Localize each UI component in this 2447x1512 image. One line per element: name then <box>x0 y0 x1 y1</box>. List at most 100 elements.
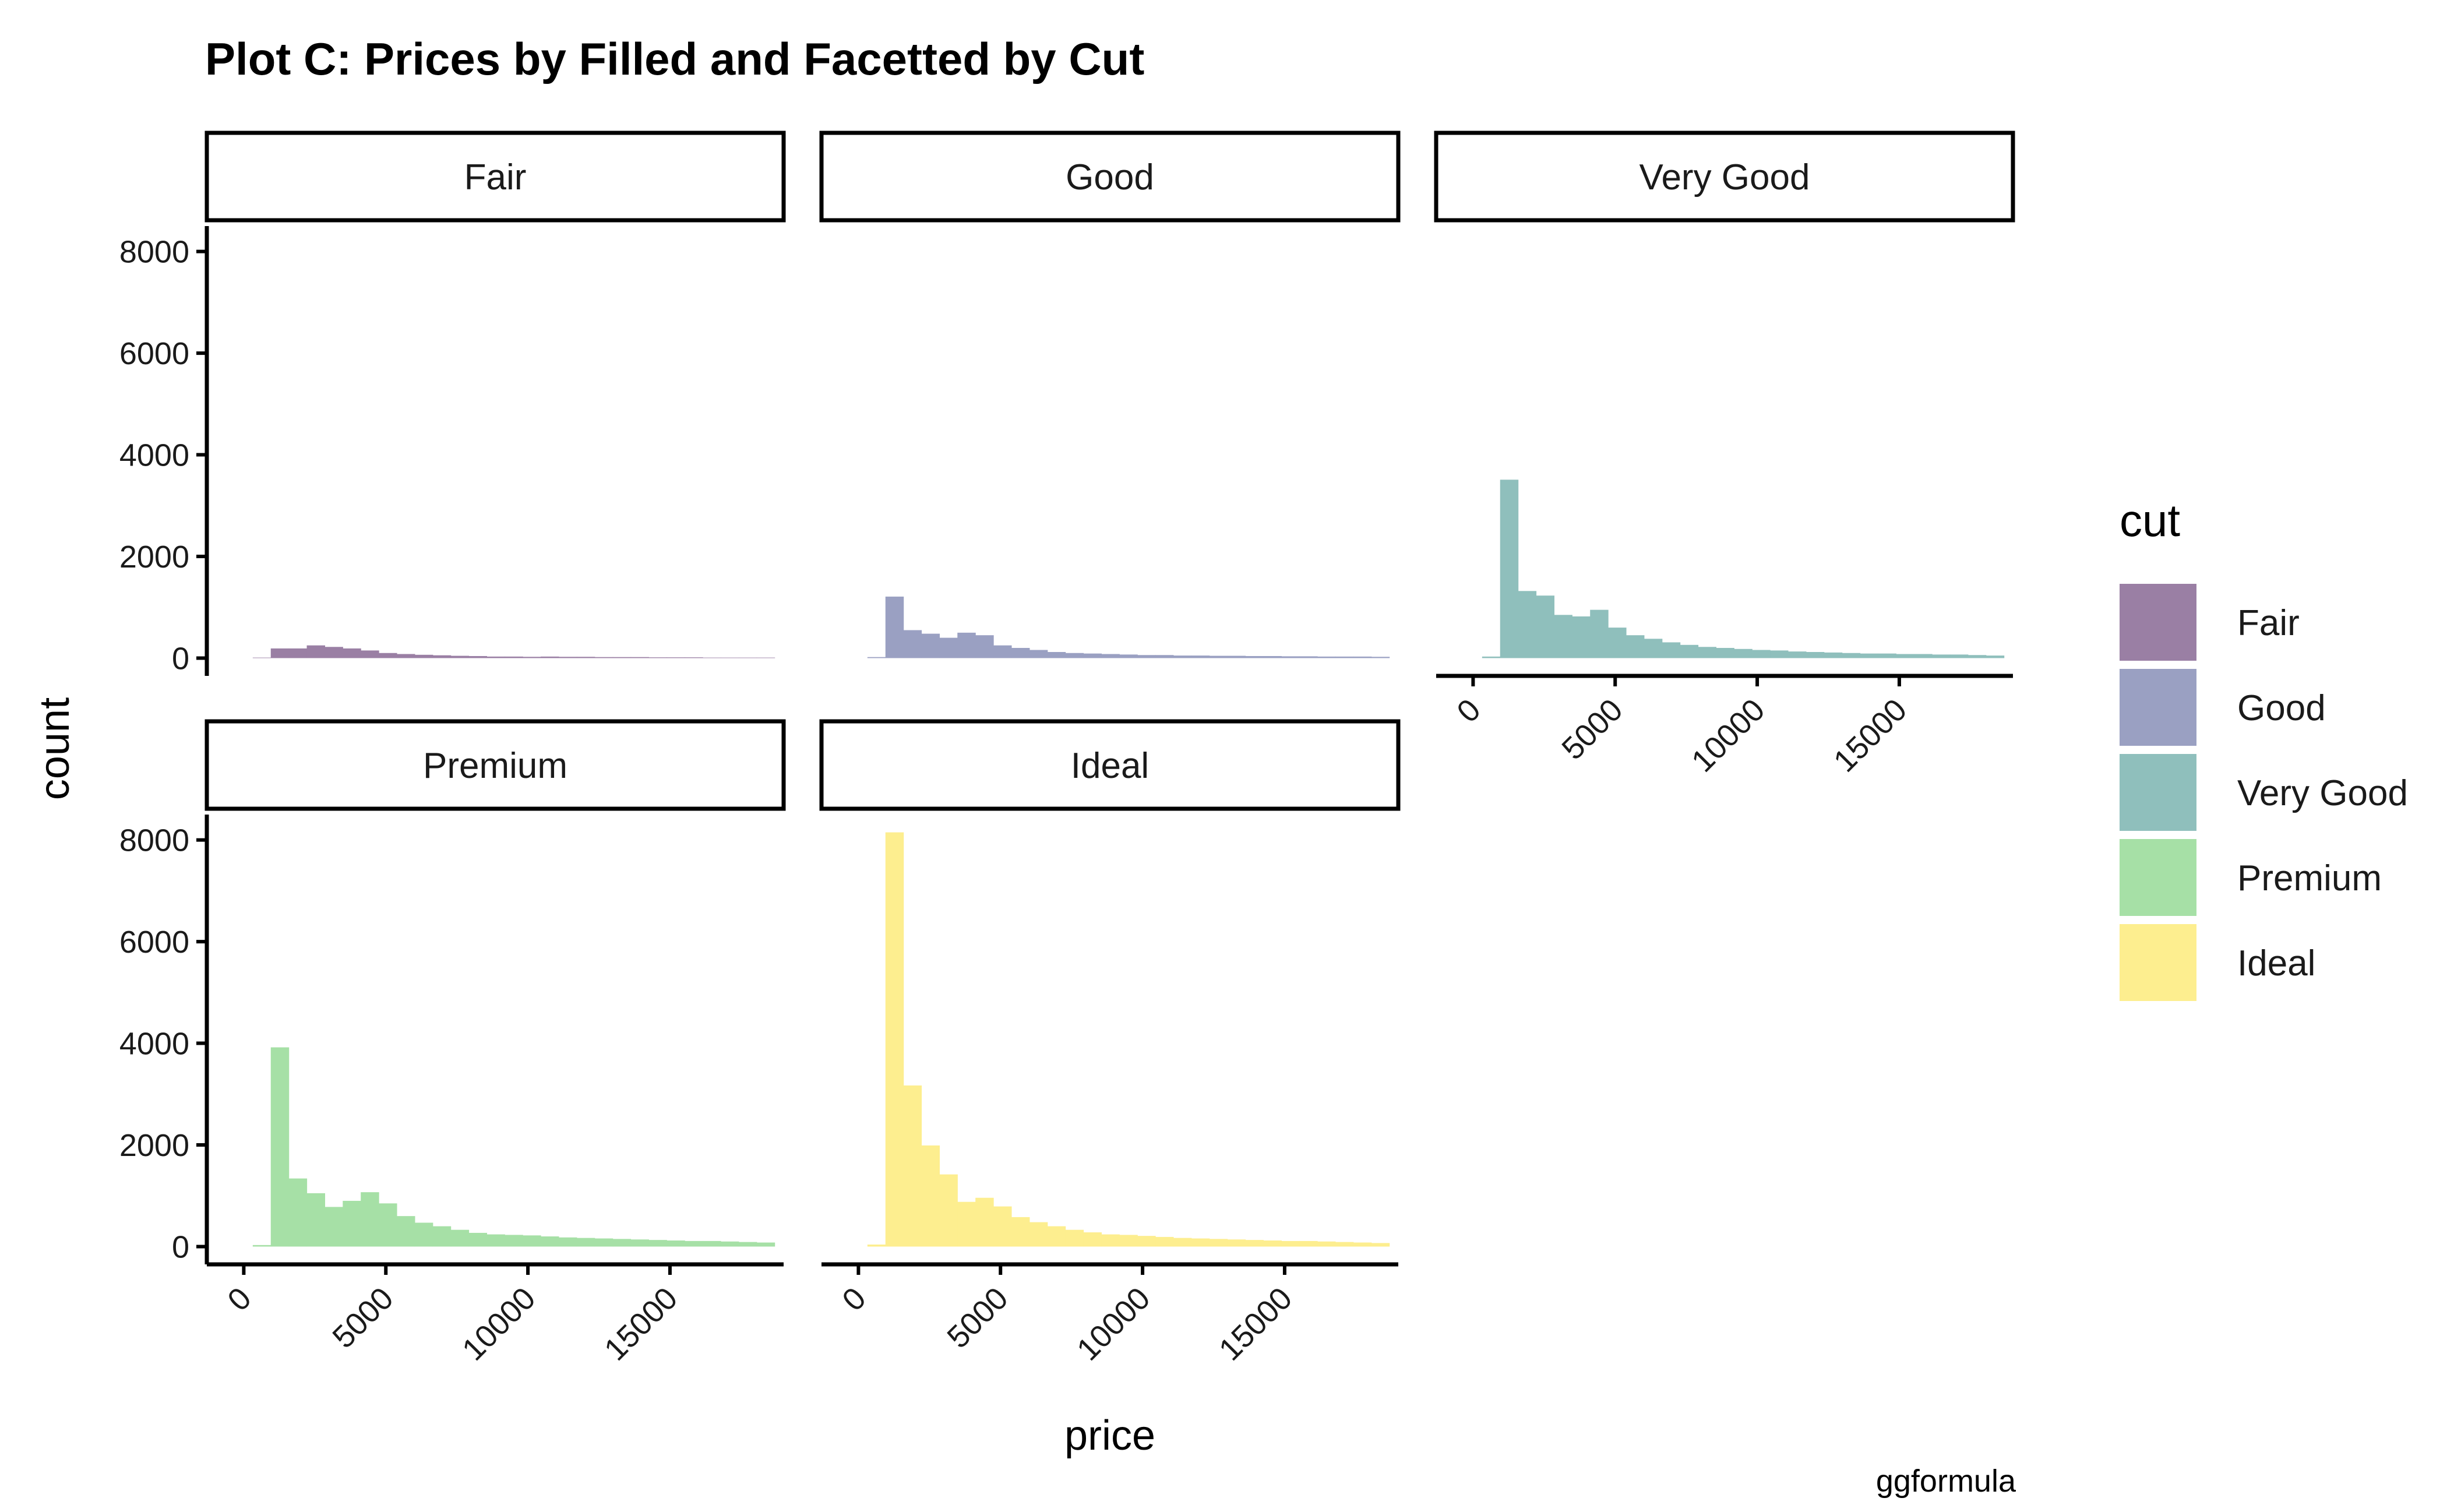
bar-premium <box>379 1203 397 1247</box>
bar-premium <box>630 1239 649 1247</box>
bar-good <box>939 637 958 658</box>
bar-very-good <box>1572 616 1591 658</box>
bar-ideal <box>921 1145 940 1247</box>
bar-ideal <box>1209 1239 1228 1247</box>
strip-box-very-good <box>1434 131 2015 223</box>
bar-fair <box>432 655 452 658</box>
bar-very-good <box>1626 635 1645 658</box>
bar-premium <box>738 1242 757 1247</box>
bar-good <box>1173 655 1192 658</box>
legend-item-very-good: Very Good <box>2120 754 2408 831</box>
bar-good <box>1065 653 1084 658</box>
bar-very-good <box>1698 647 1716 658</box>
bar-fair <box>396 654 415 658</box>
bar-premium <box>252 1245 272 1247</box>
legend-label-very-good: Very Good <box>2237 773 2408 813</box>
bar-ideal <box>1263 1240 1282 1247</box>
bar-fair <box>486 656 505 658</box>
bar-premium <box>414 1222 433 1247</box>
bar-ideal <box>867 1244 886 1247</box>
facet-panels: Fair 0 2000 4000 6000 8000 Good Very Good 0 5000 1… <box>119 131 2015 1368</box>
strip-box-premium <box>204 719 786 811</box>
bar-premium <box>612 1239 632 1247</box>
bar-very-good <box>1986 655 2005 658</box>
bar-fair <box>288 648 308 658</box>
bar-good <box>993 645 1012 658</box>
bar-ideal <box>1281 1240 1300 1247</box>
bar-ideal <box>1227 1239 1246 1247</box>
bar-very-good <box>1644 639 1663 658</box>
strip-box-good <box>819 131 1401 223</box>
bar-very-good <box>1824 652 1843 658</box>
bar-fair <box>343 648 361 658</box>
bar-premium <box>396 1216 415 1247</box>
bar-premium <box>325 1207 343 1247</box>
x-tick-label-premium: 10000 <box>456 1281 542 1368</box>
bar-premium <box>468 1232 487 1247</box>
bar-ideal <box>1245 1240 1264 1247</box>
bar-ideal <box>1119 1235 1138 1247</box>
legend-label-good: Good <box>2237 688 2326 728</box>
legend-item-ideal: Ideal <box>2120 924 2315 1001</box>
bar-ideal <box>1173 1238 1192 1247</box>
bar-premium <box>594 1238 613 1247</box>
bars-premium <box>252 1047 775 1247</box>
strip-box-ideal <box>819 719 1401 811</box>
legend-title: cut <box>2120 495 2180 546</box>
bar-fair <box>468 655 487 658</box>
legend-swatch-premium <box>2120 839 2196 916</box>
bar-good <box>1353 656 1372 658</box>
bar-fair <box>414 654 433 658</box>
bar-good <box>1245 655 1264 658</box>
y-tick-label-premium: 0 <box>172 1229 189 1264</box>
bar-very-good <box>1752 650 1771 658</box>
strip-label-premium: Premium <box>423 746 567 786</box>
bar-fair <box>450 655 470 658</box>
bar-very-good <box>1662 642 1681 658</box>
bar-ideal <box>975 1197 994 1247</box>
bar-good <box>1371 657 1390 658</box>
chart-title: Plot C: Prices by Filled and Facetted by… <box>205 33 1144 84</box>
bar-ideal <box>939 1174 958 1247</box>
bar-fair <box>361 650 379 658</box>
bar-ideal <box>903 1085 922 1247</box>
x-tick-label-ideal: 5000 <box>940 1281 1014 1355</box>
bar-ideal <box>1065 1229 1084 1247</box>
x-tick-label-very-good: 0 <box>1450 692 1487 729</box>
bars-fair <box>252 645 775 658</box>
strip-box-fair <box>204 131 786 223</box>
legend-item-fair: Fair <box>2120 584 2300 661</box>
bar-premium <box>667 1240 685 1247</box>
bar-very-good <box>1554 615 1572 658</box>
x-tick-label-very-good: 15000 <box>1827 692 1914 779</box>
bars-very-good <box>1482 480 2005 658</box>
bar-fair <box>594 657 613 658</box>
legend-item-good: Good <box>2120 669 2326 746</box>
x-tick-label-ideal: 0 <box>835 1281 873 1318</box>
bar-ideal <box>1353 1242 1372 1247</box>
legend-swatch-fair <box>2120 584 2196 661</box>
x-tick-label-premium: 15000 <box>598 1281 685 1368</box>
bar-premium <box>720 1241 739 1247</box>
bar-premium <box>523 1235 541 1247</box>
bar-premium <box>541 1236 559 1247</box>
bar-fair <box>576 657 595 658</box>
facet-panel-fair: Fair 0 2000 4000 6000 8000 <box>119 131 786 676</box>
bar-fair <box>667 657 685 658</box>
bar-fair <box>523 657 541 658</box>
x-tick-label-very-good: 5000 <box>1555 692 1629 766</box>
x-tick-label-very-good: 10000 <box>1685 692 1772 779</box>
bar-premium <box>432 1226 452 1247</box>
legend: Fair Good Very Good Premium Ideal <box>2120 584 2408 1001</box>
y-axis-title: count <box>31 697 78 800</box>
bars-good <box>867 596 1390 658</box>
bar-very-good <box>1518 591 1537 658</box>
bar-premium <box>450 1229 470 1247</box>
bar-ideal <box>1083 1232 1102 1247</box>
y-tick-label-fair: 8000 <box>119 235 189 270</box>
bar-good <box>1155 655 1174 658</box>
bar-ideal <box>1317 1241 1336 1247</box>
bar-very-good <box>1608 628 1627 658</box>
bar-very-good <box>1680 644 1699 658</box>
